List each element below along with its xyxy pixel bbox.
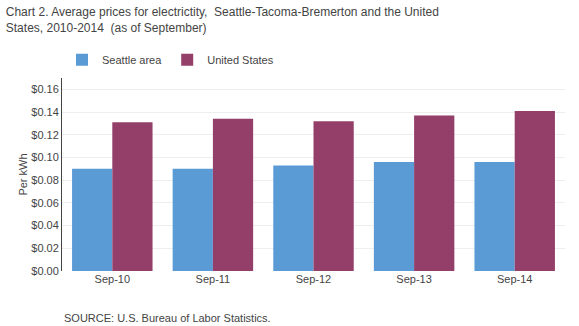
svg-text:Per kWh: Per kWh	[17, 153, 29, 195]
svg-text:$0.00: $0.00	[31, 265, 59, 277]
svg-text:United States: United States	[207, 54, 274, 66]
svg-text:$0.06: $0.06	[31, 197, 59, 209]
svg-text:Sep-11: Sep-11	[196, 273, 231, 285]
svg-text:$0.02: $0.02	[31, 242, 59, 254]
svg-text:SOURCE: U.S. Bureau of Labor S: SOURCE: U.S. Bureau of Labor Statistics.	[64, 312, 271, 324]
svg-text:$0.08: $0.08	[31, 174, 59, 186]
svg-text:Sep-13: Sep-13	[396, 273, 431, 285]
svg-text:$0.12: $0.12	[31, 129, 59, 141]
svg-text:$0.16: $0.16	[31, 83, 59, 95]
svg-text:Sep-14: Sep-14	[497, 273, 532, 285]
svg-text:Chart 2. Average prices for el: Chart 2. Average prices for electrictity…	[6, 5, 439, 35]
svg-text:Sep-12: Sep-12	[296, 273, 331, 285]
svg-text:$0.10: $0.10	[31, 151, 59, 163]
svg-text:Sep-10: Sep-10	[95, 273, 130, 285]
svg-text:$0.04: $0.04	[31, 219, 59, 231]
svg-text:Seattle area: Seattle area	[102, 54, 162, 66]
svg-text:$0.14: $0.14	[31, 106, 59, 118]
